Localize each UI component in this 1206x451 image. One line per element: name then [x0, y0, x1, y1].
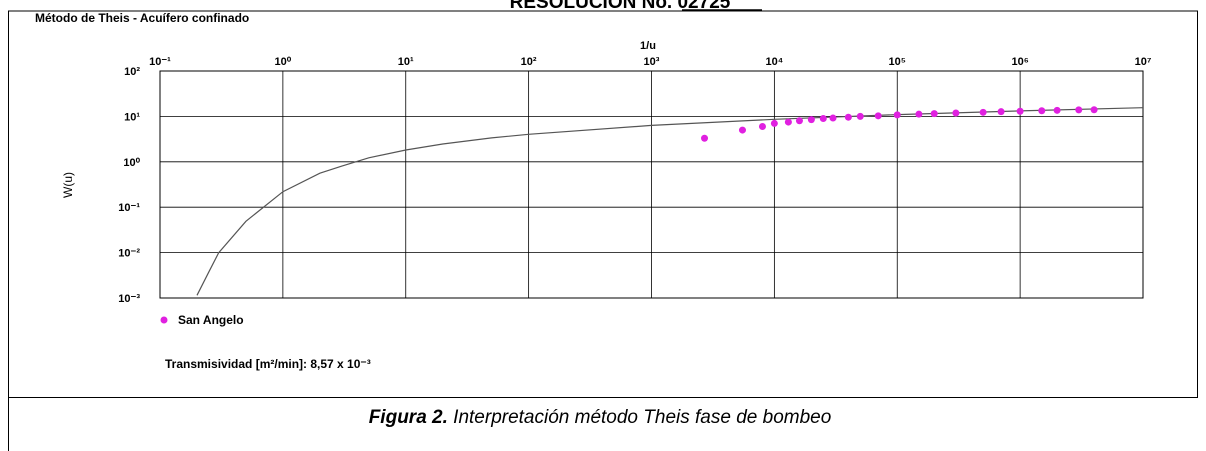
x-tick-label: 10⁵ — [889, 56, 906, 68]
y-axis-label: W(u) — [61, 172, 75, 198]
x-tick-label: 10⁷ — [1135, 56, 1152, 68]
data-point — [1075, 106, 1083, 114]
data-point — [1016, 107, 1024, 115]
theis-curve — [196, 107, 1144, 296]
data-point — [795, 117, 803, 125]
x-axis-label: 1/u — [640, 40, 656, 52]
annotation: Transmisividad [m²/min]: 8,57 x 10⁻³ — [165, 357, 371, 371]
x-tick-label: 10⁰ — [275, 56, 292, 68]
data-point — [979, 108, 987, 116]
x-tick-label: 10⁴ — [766, 56, 784, 68]
y-tick-label: 10² — [124, 66, 140, 78]
data-point — [784, 118, 792, 126]
data-point — [874, 112, 882, 120]
y-tick-label: 10⁻³ — [118, 293, 140, 305]
data-point — [1038, 107, 1046, 115]
legend-marker — [160, 316, 168, 324]
y-tick-label: 10⁰ — [123, 157, 140, 169]
data-point — [807, 116, 815, 124]
caption-text: Interpretación método Theis fase de bomb… — [448, 407, 831, 428]
data-point — [952, 109, 960, 117]
x-tick-label: 10² — [521, 56, 537, 68]
data-point — [856, 112, 864, 120]
x-tick-label: 10¹ — [398, 56, 414, 68]
data-point — [701, 134, 709, 142]
data-point — [1090, 106, 1098, 114]
y-tick-label: 10⁻² — [118, 248, 140, 260]
caption-label: Figura 2. — [369, 407, 448, 428]
data-point — [829, 114, 837, 122]
data-point — [930, 110, 938, 118]
data-point — [915, 110, 923, 118]
data-point — [893, 111, 901, 119]
chart-title: Método de Theis - Acuífero confinado — [35, 11, 249, 25]
data-point — [738, 126, 746, 134]
x-tick-label: 10³ — [644, 56, 660, 68]
legend-label: San Angelo — [178, 313, 244, 327]
data-point — [758, 122, 766, 130]
caption: Figura 2. Interpretación método Theis fa… — [369, 407, 832, 428]
data-point — [1053, 106, 1061, 114]
y-tick-label: 10⁻¹ — [118, 202, 140, 214]
data-point — [819, 114, 827, 122]
data-point — [770, 119, 778, 127]
header: RESOLUCIÓN No. 02725 — [510, 0, 731, 13]
x-tick-label: 10⁶ — [1011, 56, 1028, 68]
x-tick-label: 10⁻¹ — [149, 56, 171, 68]
data-point — [844, 113, 852, 121]
data-point — [997, 108, 1005, 116]
y-tick-label: 10¹ — [124, 111, 140, 123]
